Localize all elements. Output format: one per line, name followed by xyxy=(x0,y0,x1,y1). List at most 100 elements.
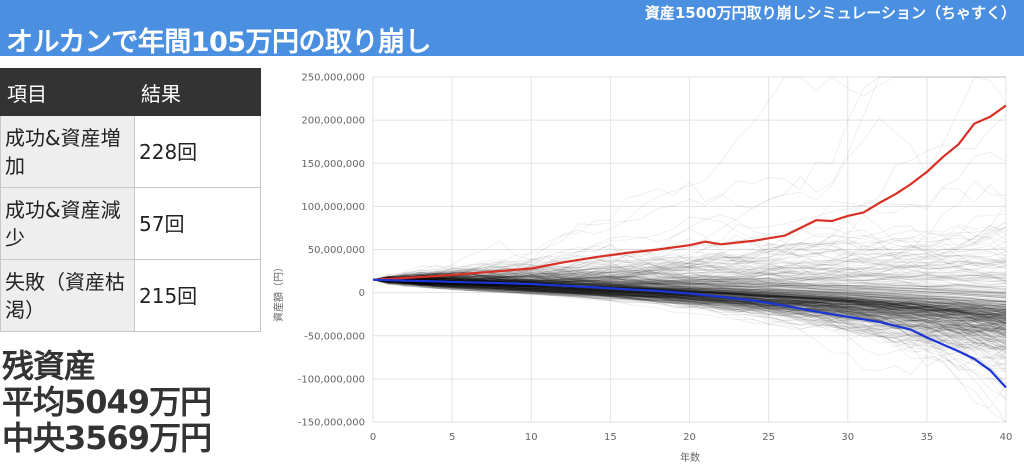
simulation-path xyxy=(373,275,1007,305)
simulation-path xyxy=(372,259,1007,283)
banner-subtitle: 資産1500万円取り崩しシミュレーション（ちゃすく） xyxy=(644,4,1016,22)
simulation-path xyxy=(372,279,1007,380)
simulation-path xyxy=(372,279,1007,336)
simulation-path xyxy=(372,277,1007,315)
simulation-path xyxy=(372,276,1007,295)
simulation-path xyxy=(372,279,1007,333)
simulation-path xyxy=(372,278,1007,342)
simulation-path xyxy=(372,277,1007,343)
simulation-path xyxy=(372,277,1007,349)
simulation-path xyxy=(372,279,1007,344)
simulation-path xyxy=(372,279,1007,338)
x-tick-label: 20 xyxy=(683,432,696,443)
simulation-path xyxy=(372,279,1007,331)
simulation-path xyxy=(372,279,1007,348)
simulation-path xyxy=(372,279,1007,348)
simulation-path xyxy=(372,279,1007,327)
simulation-path xyxy=(372,224,1007,282)
simulation-path xyxy=(372,274,1007,322)
simulation-path xyxy=(372,224,1007,286)
simulation-path xyxy=(372,277,1007,311)
simulation-path xyxy=(372,279,1007,307)
simulation-path xyxy=(372,279,1007,399)
simulation-path xyxy=(372,277,1007,331)
table-header-row: 項目 結果 xyxy=(0,68,261,116)
simulation-path xyxy=(372,279,1007,360)
simulation-path xyxy=(372,273,1007,288)
y-tick-label: 200,000,000 xyxy=(301,116,365,127)
simulation-path xyxy=(372,279,1007,316)
simulation-path xyxy=(372,257,1007,282)
simulation-path xyxy=(372,278,1007,319)
simulation-path xyxy=(372,279,1007,339)
simulation-path xyxy=(372,268,1007,304)
simulation-path xyxy=(372,279,1007,330)
simulation-path xyxy=(372,243,1007,291)
simulation-path xyxy=(372,272,1007,319)
simulation-path xyxy=(372,279,1007,341)
highlight-line xyxy=(372,104,1007,281)
simulation-path xyxy=(372,279,1007,323)
simulation-path xyxy=(372,180,1007,283)
simulation-path xyxy=(372,278,1007,334)
simulation-path xyxy=(372,279,1007,383)
simulation-path xyxy=(372,221,1007,281)
simulation-path xyxy=(372,279,1007,320)
simulation-path xyxy=(372,279,1007,315)
simulation-path xyxy=(372,276,1007,312)
simulation-path xyxy=(372,226,1007,283)
simulation-path xyxy=(372,277,1007,303)
simulation-path xyxy=(372,279,1007,401)
simulation-path xyxy=(372,261,1007,281)
simulation-path xyxy=(372,274,1007,330)
simulation-path xyxy=(372,251,1007,281)
simulation-path xyxy=(372,278,1007,317)
simulation-path xyxy=(372,276,1007,322)
x-axis-label: 年数 xyxy=(680,451,700,464)
simulation-path xyxy=(372,274,1007,303)
simulation-path xyxy=(372,278,1007,423)
header-banner: 資産1500万円取り崩しシミュレーション（ちゃすく） オルカンで年間105万円の… xyxy=(0,0,1024,58)
simulation-path xyxy=(372,114,1007,281)
highlight-line xyxy=(372,278,1007,389)
simulation-path xyxy=(372,271,1007,296)
remaining-assets-summary: 残資産 平均5049万円 中央3569万円 xyxy=(2,348,212,456)
simulation-path xyxy=(372,276,1007,325)
simulation-path xyxy=(372,279,1007,408)
simulation-path xyxy=(372,279,1007,327)
simulation-path xyxy=(372,277,1007,339)
simulation-path xyxy=(372,278,1007,308)
simulation-path xyxy=(372,276,1007,317)
simulation-path xyxy=(372,276,1007,320)
simulation-path xyxy=(372,279,1007,363)
banner-title: オルカンで年間105万円の取り崩し xyxy=(6,27,432,58)
simulation-path xyxy=(372,273,1007,328)
simulation-path xyxy=(372,274,1007,304)
simulation-path xyxy=(372,279,1007,307)
x-tick-label: 30 xyxy=(841,432,854,443)
simulation-path xyxy=(372,279,1007,344)
simulation-path xyxy=(372,278,1007,320)
simulation-path xyxy=(372,279,1007,321)
simulation-path xyxy=(372,279,1007,317)
simulation-path xyxy=(372,275,1007,317)
x-tick-label: 35 xyxy=(921,432,934,443)
simulation-path xyxy=(372,273,1007,317)
x-tick-label: 15 xyxy=(604,432,617,443)
simulation-path xyxy=(372,279,1007,323)
simulation-path xyxy=(372,271,1007,303)
simulation-path xyxy=(372,279,1007,340)
table-cell-value: 57回 xyxy=(134,187,261,260)
summary-average: 平均5049万円 xyxy=(2,383,212,421)
simulation-path xyxy=(372,226,1007,281)
simulation-path xyxy=(372,279,1007,333)
simulation-path xyxy=(372,276,1007,293)
table-cell-value: 228回 xyxy=(134,115,261,188)
simulation-path xyxy=(372,279,1007,346)
simulation-path xyxy=(372,279,1007,346)
table-cell-label: 成功&資産減少 xyxy=(0,187,135,260)
simulation-path xyxy=(372,276,1007,315)
simulation-path xyxy=(372,279,1007,335)
simulation-path xyxy=(372,272,1007,302)
simulation-path xyxy=(372,265,1007,297)
